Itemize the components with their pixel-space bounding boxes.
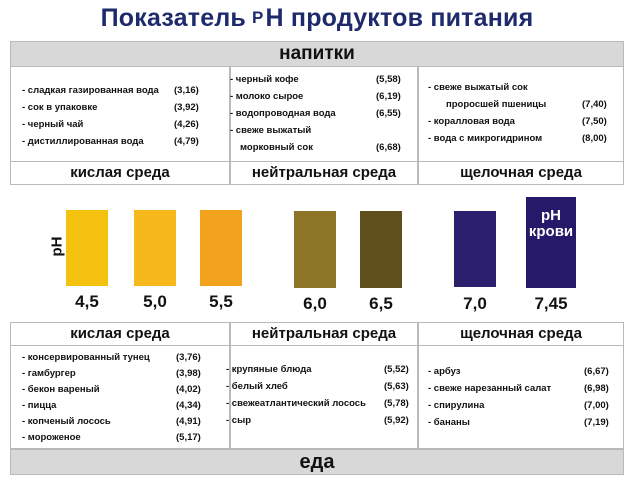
drinks-acid-value: (3,16) bbox=[174, 85, 199, 96]
section-neutral-bottom: нейтральная среда bbox=[230, 322, 418, 346]
food-acid-item: - консервированный тунец bbox=[22, 352, 150, 363]
food-neutral-value: (5,92) bbox=[384, 415, 409, 426]
food-alkaline-item: - свеже нарезанный салат bbox=[428, 383, 552, 394]
food-neutral-panel bbox=[230, 345, 418, 449]
drinks-alkaline-item: проросшей пшеницы bbox=[446, 99, 547, 110]
blood-label-krovi: крови bbox=[528, 223, 574, 240]
swatch-value: 4,5 bbox=[75, 292, 99, 311]
section-acid-bottom: кислая среда bbox=[10, 322, 230, 346]
food-alkaline-value: (6,67) bbox=[584, 366, 609, 377]
swatch-4-5 bbox=[66, 210, 108, 286]
drinks-acid-item: - сладкая газированная вода bbox=[22, 85, 159, 96]
food-acid-item: - копченый лосось bbox=[22, 416, 111, 427]
drinks-alkaline-item: - свеже выжатый сок bbox=[428, 82, 528, 93]
swatch-5-0 bbox=[134, 210, 176, 286]
swatch-value: 7,0 bbox=[463, 294, 487, 313]
food-alkaline-item: - спирулина bbox=[428, 400, 485, 411]
food-acid-value: (4,02) bbox=[176, 384, 201, 395]
food-neutral-item: - свежеатлантический лосось bbox=[226, 398, 366, 409]
food-neutral-item: - сыр bbox=[226, 415, 252, 426]
section-alkaline-top: щелочная среда bbox=[418, 161, 624, 185]
drinks-alkaline-value: (8,00) bbox=[582, 133, 607, 144]
drinks-acid-item: - черный чай bbox=[22, 119, 84, 130]
food-neutral-value: (5,78) bbox=[384, 398, 409, 409]
drinks-alkaline-item: - вода с микрогидрином bbox=[428, 133, 543, 144]
food-neutral-value: (5,52) bbox=[384, 364, 409, 375]
drinks-acid-value: (4,79) bbox=[174, 136, 199, 147]
drinks-neutral-value: (5,58) bbox=[376, 74, 401, 85]
drinks-neutral-item: - черный кофе bbox=[230, 74, 299, 85]
swatch-value: 7,45 bbox=[534, 294, 568, 313]
section-neutral-top: нейтральная среда bbox=[230, 161, 418, 185]
food-neutral-item: - крупяные блюда bbox=[226, 364, 312, 375]
food-alkaline-item: - арбуз bbox=[428, 366, 461, 377]
swatch-5-5 bbox=[200, 210, 242, 286]
food-acid-value: (3,98) bbox=[176, 368, 201, 379]
food-acid-value: (3,76) bbox=[176, 352, 201, 363]
drinks-acid-item: - дистиллированная вода bbox=[22, 136, 144, 147]
drinks-alkaline-panel bbox=[418, 66, 624, 162]
title-rest: Н продуктов питания bbox=[265, 4, 534, 32]
swatch-6-5 bbox=[360, 211, 402, 288]
drinks-neutral-item: - молоко сырое bbox=[230, 91, 304, 102]
swatch-value: 5,5 bbox=[209, 292, 233, 311]
swatch-7-0 bbox=[454, 211, 496, 287]
title-ph-small: P bbox=[251, 8, 264, 27]
drinks-acid-value: (3,92) bbox=[174, 102, 199, 113]
page-title: Показатель PН продуктов питания bbox=[0, 4, 634, 33]
food-acid-item: - мороженое bbox=[22, 432, 81, 443]
food-alkaline-value: (7,19) bbox=[584, 417, 609, 428]
drinks-neutral-value: (6,19) bbox=[376, 91, 401, 102]
food-acid-panel bbox=[10, 345, 230, 449]
section-acid-top: кислая среда bbox=[10, 161, 230, 185]
drinks-alkaline-value: (7,50) bbox=[582, 116, 607, 127]
drinks-neutral-item: морковный сок bbox=[240, 142, 313, 153]
swatch-6-0 bbox=[294, 211, 336, 288]
ph-axis-label: pH bbox=[48, 236, 66, 257]
food-alkaline-value: (7,00) bbox=[584, 400, 609, 411]
drinks-neutral-value: (6,68) bbox=[376, 142, 401, 153]
section-alkaline-bottom: щелочная среда bbox=[418, 322, 624, 346]
food-acid-value: (5,17) bbox=[176, 432, 201, 443]
food-alkaline-value: (6,98) bbox=[584, 383, 609, 394]
food-acid-value: (4,91) bbox=[176, 416, 201, 427]
food-acid-item: - пицца bbox=[22, 400, 57, 411]
drinks-alkaline-item: - коралловая вода bbox=[428, 116, 515, 127]
swatch-value: 6,0 bbox=[303, 294, 327, 313]
swatch-value: 5,0 bbox=[143, 292, 167, 311]
drinks-neutral-item: - свеже выжатый bbox=[230, 125, 312, 136]
drinks-header: напитки bbox=[10, 41, 624, 67]
drinks-neutral-item: - водопроводная вода bbox=[230, 108, 336, 119]
food-acid-value: (4,34) bbox=[176, 400, 201, 411]
title-main: Показатель bbox=[100, 4, 246, 32]
food-alkaline-panel bbox=[418, 345, 624, 449]
food-neutral-value: (5,63) bbox=[384, 381, 409, 392]
blood-label-ph: pH bbox=[541, 207, 561, 224]
drinks-acid-panel bbox=[10, 66, 230, 162]
drinks-acid-item: - сок в упаковке bbox=[22, 102, 98, 113]
food-footer: еда bbox=[10, 449, 624, 475]
swatch-value: 6,5 bbox=[369, 294, 393, 313]
food-acid-item: - бекон вареный bbox=[22, 384, 100, 395]
food-alkaline-item: - бананы bbox=[428, 417, 470, 428]
food-neutral-item: - белый хлеб bbox=[226, 381, 288, 392]
drinks-neutral-panel bbox=[230, 66, 418, 162]
drinks-neutral-value: (6,55) bbox=[376, 108, 401, 119]
drinks-acid-value: (4,26) bbox=[174, 119, 199, 130]
swatch-7-45-blood: pH крови bbox=[526, 197, 576, 288]
drinks-alkaline-value: (7,40) bbox=[582, 99, 607, 110]
food-acid-item: - гамбургер bbox=[22, 368, 76, 379]
